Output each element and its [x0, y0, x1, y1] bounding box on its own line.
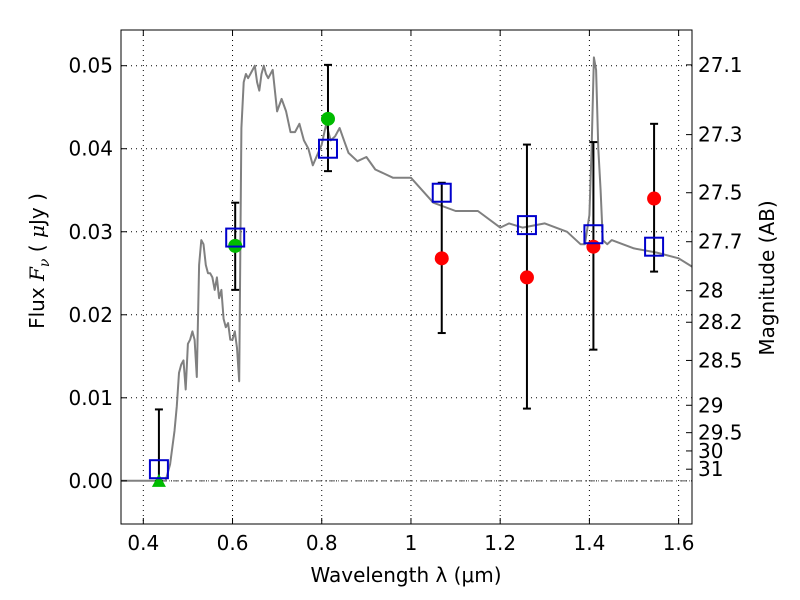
- marker-layer: [148, 111, 665, 487]
- y-tick-label: 0.03: [68, 220, 113, 244]
- y2-tick-label: 31: [698, 457, 723, 481]
- data-box: [317, 138, 338, 159]
- x-tick-label: 1.2: [484, 531, 516, 555]
- y-axis-title: Flux Fν ( μJy ): [25, 193, 53, 329]
- y-axis-title-subscript: ν: [37, 258, 53, 267]
- data-box: [431, 182, 452, 203]
- data-box: [644, 236, 665, 257]
- y2-tick-label: 28: [698, 279, 723, 303]
- y-axis-title-mu: μ: [25, 225, 49, 238]
- y2-tick-label: 28.2: [698, 310, 743, 334]
- y2-tick-label: 28.5: [698, 348, 743, 372]
- data-box: [516, 215, 537, 236]
- y2-tick-label: 29: [698, 393, 723, 417]
- data-box: [148, 459, 169, 480]
- spectrum-curve: [121, 56, 693, 482]
- data-triangle: [151, 473, 166, 487]
- y2-axis-title: Magnitude (AB): [755, 200, 779, 355]
- y2-tick-label: 29.5: [698, 421, 743, 445]
- data-point-00bb00: [320, 111, 335, 126]
- x-tick-label: 0.6: [217, 531, 249, 555]
- y-tick-label: 0.02: [68, 303, 113, 327]
- spectrum-layer: [121, 56, 693, 482]
- y2-tick-label: 27.3: [698, 123, 743, 147]
- x-tick-label: 0.8: [306, 531, 338, 555]
- data-box: [225, 227, 246, 248]
- y-tick-label: 0.04: [68, 137, 113, 161]
- x-tick-label: 0.4: [127, 531, 159, 555]
- x-tick-label: 1.4: [573, 531, 605, 555]
- errorbar-layer: [154, 63, 659, 482]
- x-tick-label: 1.6: [663, 531, 695, 555]
- tick-label-layer: 0.4 0.6 0.8 1 1.2 1.4 1.6 0.00 0.01 0.02 0.03 0.04 0…: [68, 53, 742, 555]
- y-axis-title-paren-open: (: [25, 238, 49, 259]
- data-box: [583, 224, 604, 245]
- data-point-ff0000: [586, 239, 601, 254]
- y2-tick-label: 30: [698, 439, 723, 463]
- y-axis-title-flux: Flux: [25, 281, 49, 329]
- plot-frame: [120, 29, 693, 525]
- data-point-ff0000: [519, 270, 534, 285]
- y2-tick-label: 27.1: [698, 53, 743, 77]
- y-axis-title-symbol: F: [25, 266, 49, 282]
- y-tick-label: 0.00: [68, 469, 113, 493]
- y-axis-title-unit: Jy ): [25, 193, 49, 227]
- data-point-ff0000: [647, 191, 662, 206]
- data-point-ff0000: [434, 251, 449, 266]
- x-axis-title: Wavelength λ (μm): [310, 563, 501, 587]
- grid-layer: [121, 30, 692, 524]
- tick-layer: [121, 30, 692, 524]
- y-tick-label: 0.01: [68, 386, 113, 410]
- y-tick-label: 0.05: [68, 54, 113, 78]
- x-tick-label: 1: [405, 531, 418, 555]
- y2-tick-label: 27.5: [698, 181, 743, 205]
- y2-tick-label: 27.7: [698, 230, 743, 254]
